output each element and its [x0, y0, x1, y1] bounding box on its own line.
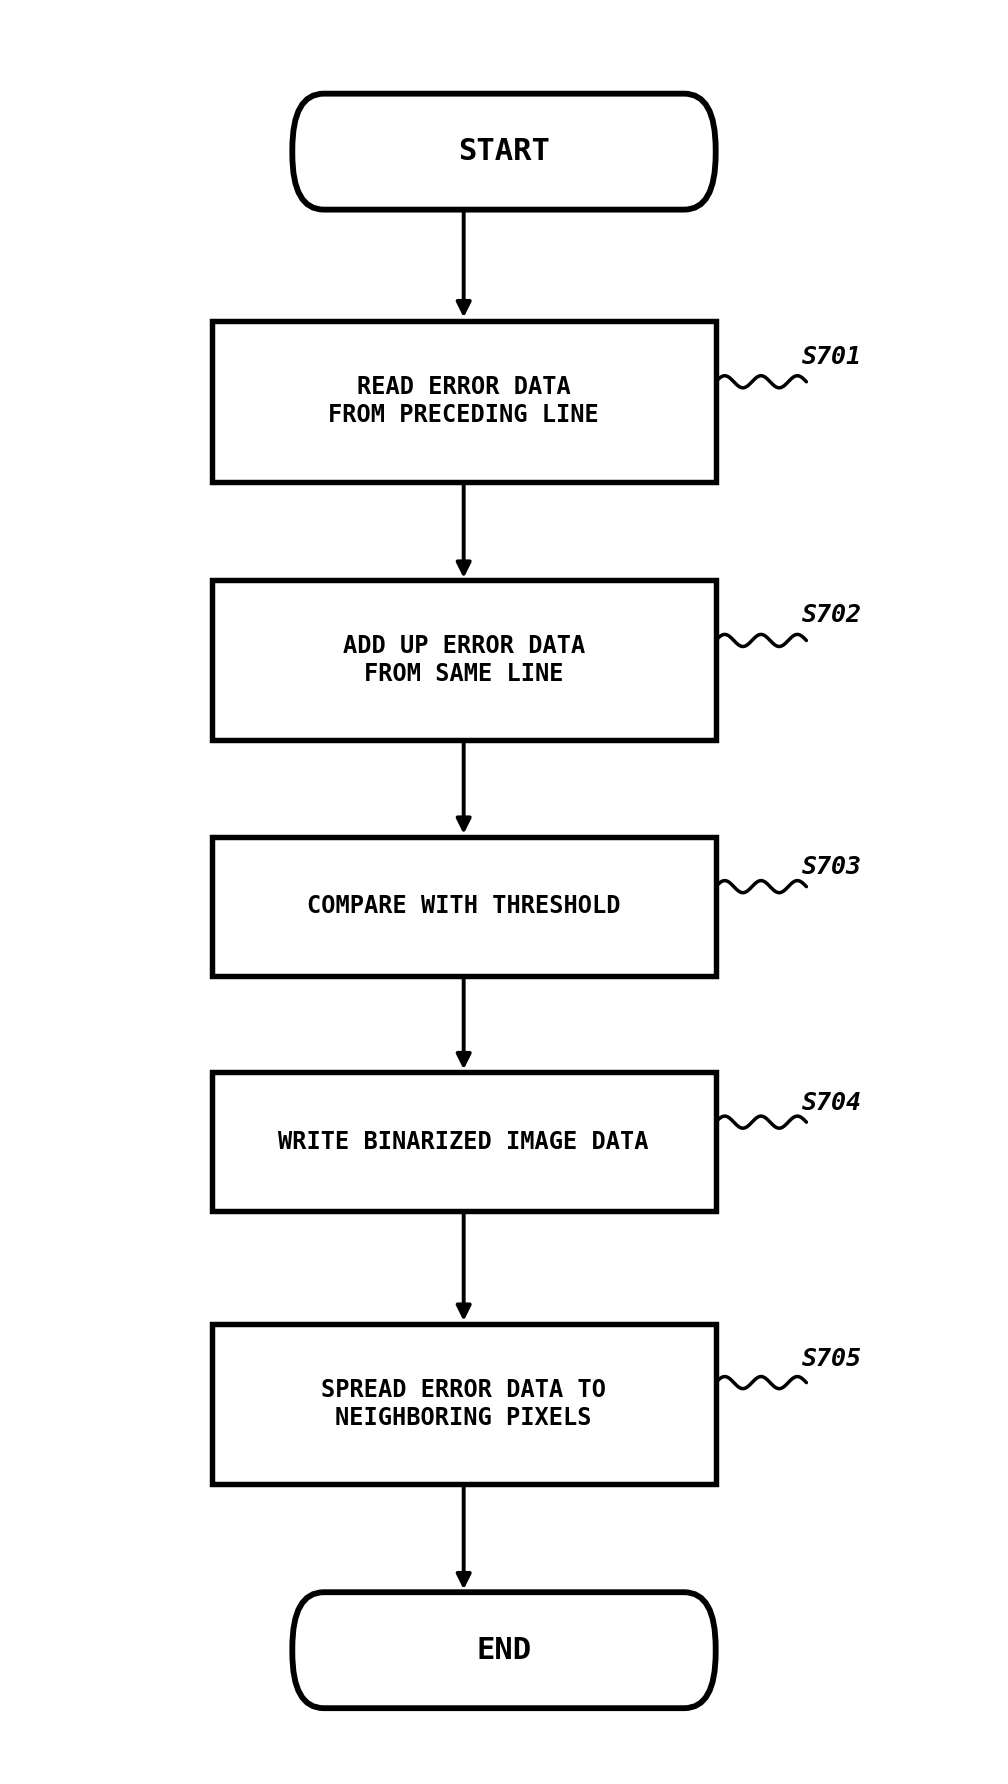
Text: S701: S701	[801, 344, 862, 369]
Text: S703: S703	[801, 855, 862, 880]
Text: WRITE BINARIZED IMAGE DATA: WRITE BINARIZED IMAGE DATA	[278, 1129, 649, 1154]
FancyBboxPatch shape	[292, 95, 716, 209]
Text: SPREAD ERROR DATA TO
NEIGHBORING PIXELS: SPREAD ERROR DATA TO NEIGHBORING PIXELS	[322, 1377, 606, 1431]
Text: COMPARE WITH THRESHOLD: COMPARE WITH THRESHOLD	[306, 894, 621, 919]
Bar	[212, 1324, 716, 1484]
Text: ADD UP ERROR DATA
FROM SAME LINE: ADD UP ERROR DATA FROM SAME LINE	[343, 633, 585, 687]
Text: S702: S702	[801, 603, 862, 628]
Bar	[212, 1072, 716, 1211]
Text: START: START	[458, 137, 550, 166]
Bar	[212, 837, 716, 976]
Text: END: END	[477, 1636, 531, 1664]
Text: S705: S705	[801, 1347, 862, 1372]
Text: S704: S704	[801, 1090, 862, 1115]
Text: READ ERROR DATA
FROM PRECEDING LINE: READ ERROR DATA FROM PRECEDING LINE	[329, 375, 599, 428]
FancyBboxPatch shape	[292, 1591, 716, 1709]
Bar	[212, 321, 716, 482]
Bar	[212, 580, 716, 740]
